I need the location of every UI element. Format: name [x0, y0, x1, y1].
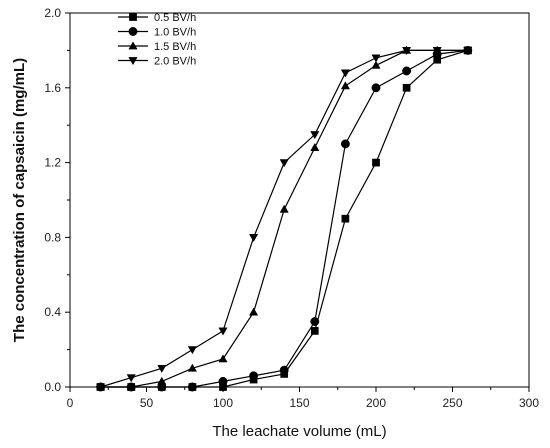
data-point-triangle-down	[310, 131, 320, 140]
data-point-circle	[310, 317, 320, 326]
y-tick-label: 0.4	[44, 305, 61, 319]
data-point-circle	[402, 66, 412, 76]
legend-entry: 0.5 BV/h	[118, 12, 196, 24]
data-point-triangle-down	[96, 383, 106, 392]
data-point-triangle-up	[371, 60, 381, 69]
series-3	[96, 47, 473, 392]
x-tick-label: 100	[213, 396, 233, 410]
legend: 0.5 BV/h 1.0 BV/h 1.5 BV/h 2.0 BV/h	[118, 12, 196, 68]
data-point-square	[310, 327, 319, 335]
series-1	[96, 45, 473, 392]
data-point-triangle-down	[126, 374, 136, 383]
data-point-triangle-down	[402, 47, 412, 56]
data-point-triangle-up	[310, 142, 320, 151]
data-point-triangle-down	[157, 364, 167, 373]
data-point-triangle-down	[279, 159, 289, 168]
x-axis: 0 50 100 150 200 250 300	[67, 387, 539, 410]
data-point-triangle-up	[340, 81, 350, 90]
data-point-triangle-up	[187, 363, 197, 372]
legend-label: 1.5 BV/h	[154, 41, 196, 53]
x-tick-label: 300	[519, 396, 539, 410]
y-tick-label: 1.6	[44, 81, 61, 95]
series-line	[100, 49, 468, 388]
plot-frame	[69, 12, 530, 388]
data-point-circle	[371, 83, 381, 93]
data-point-triangle-down	[187, 346, 197, 355]
series-2	[96, 45, 473, 391]
series-line	[100, 49, 468, 388]
x-tick-label: 150	[289, 396, 309, 410]
legend-label: 1.0 BV/h	[154, 27, 196, 39]
y-tick-label: 2.0	[44, 6, 61, 20]
x-axis-title: The leachate volume (mL)	[212, 423, 386, 440]
data-point-circle	[187, 382, 197, 392]
data-point-square	[372, 158, 380, 167]
data-point-triangle-up	[249, 307, 259, 316]
data-point-circle	[340, 139, 350, 149]
legend-label: 0.5 BV/h	[154, 12, 196, 24]
data-point-triangle-down	[340, 69, 350, 78]
data-point-triangle-down	[128, 57, 138, 66]
legend-entry: 1.0 BV/h	[118, 27, 196, 39]
data-point-triangle-up	[218, 354, 228, 363]
data-point-square	[129, 13, 137, 21]
data-point-square	[341, 214, 350, 223]
x-tick-label: 0	[67, 396, 74, 410]
data-point-circle	[249, 371, 259, 381]
series-layer	[96, 45, 473, 392]
data-point-square	[402, 83, 411, 92]
y-tick-label: 0.8	[44, 230, 61, 244]
legend-entry: 2.0 BV/h	[118, 56, 196, 68]
data-point-triangle-down	[249, 234, 259, 243]
data-point-triangle-up	[157, 376, 167, 385]
y-axis: 0.0 0.4 0.8 1.2 1.6 2.0	[44, 6, 70, 394]
y-tick-label: 1.2	[44, 156, 61, 170]
series-line	[100, 49, 468, 388]
y-axis-title: The concentration of capsaicin (mg/mL)	[11, 58, 28, 342]
data-point-triangle-up	[126, 382, 136, 391]
data-point-triangle-down	[371, 54, 381, 63]
data-point-triangle-down	[432, 47, 442, 56]
legend-entry: 1.5 BV/h	[118, 41, 196, 53]
data-point-triangle-up	[128, 41, 138, 50]
data-point-circle	[128, 27, 138, 36]
data-point-circle	[279, 365, 289, 375]
series-0	[96, 46, 472, 391]
data-point-triangle-down	[218, 327, 228, 336]
x-tick-label: 50	[140, 396, 154, 410]
y-tick-label: 0.0	[44, 380, 61, 394]
x-tick-label: 250	[442, 396, 462, 410]
data-point-circle	[218, 376, 228, 386]
data-point-triangle-up	[279, 204, 289, 213]
x-tick-label: 200	[366, 396, 386, 410]
series-line	[100, 49, 468, 388]
legend-label: 2.0 BV/h	[154, 56, 196, 68]
data-point-triangle-down	[463, 47, 473, 56]
